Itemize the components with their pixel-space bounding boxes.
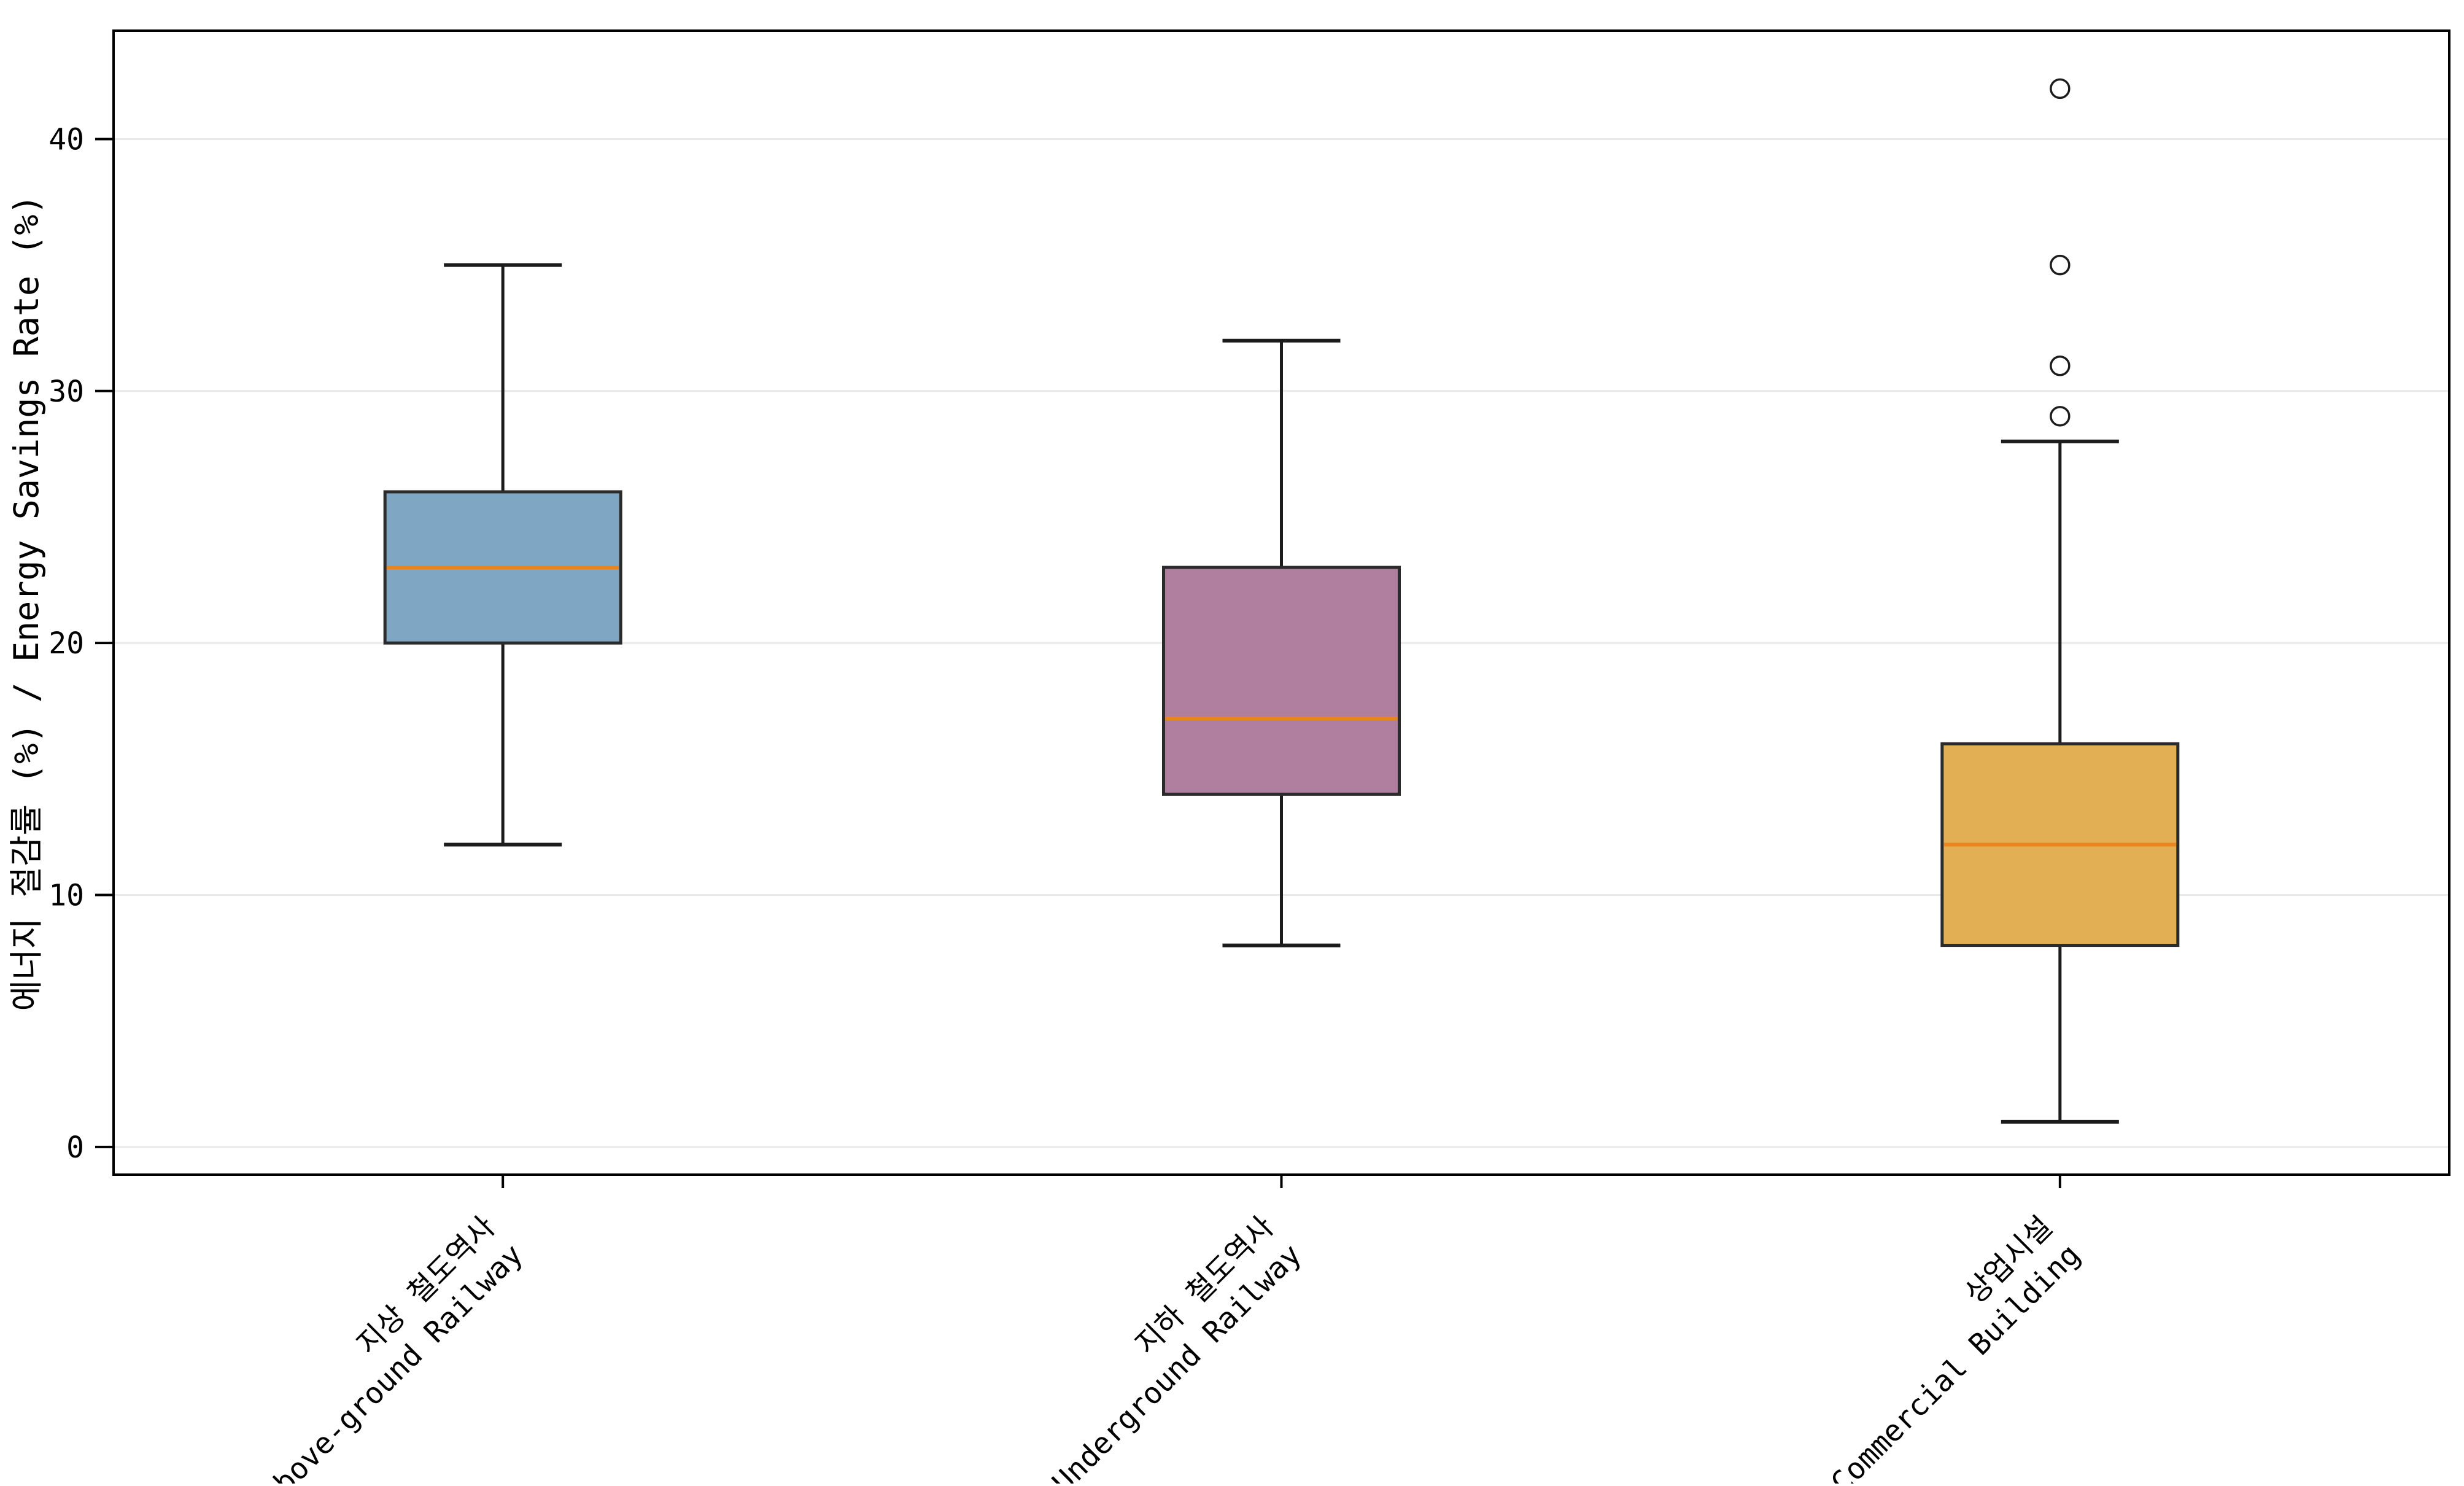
y-axis-label: 에너지 절감률 (%) / Energy Savings Rate (%): [7, 194, 46, 1011]
y-tick-label: 0: [66, 1130, 84, 1165]
iqr-box: [1162, 566, 1401, 796]
y-tick-label: 30: [48, 375, 84, 409]
outlier-point: [2050, 78, 2071, 99]
y-tick-label: 40: [48, 122, 84, 157]
outlier-point: [2050, 406, 2071, 427]
y-tick-label: 10: [48, 879, 84, 913]
y-tick-label: 20: [48, 626, 84, 661]
outlier-point: [2050, 356, 2071, 376]
outlier-point: [2050, 254, 2071, 276]
plot-frame: [112, 29, 2450, 1176]
